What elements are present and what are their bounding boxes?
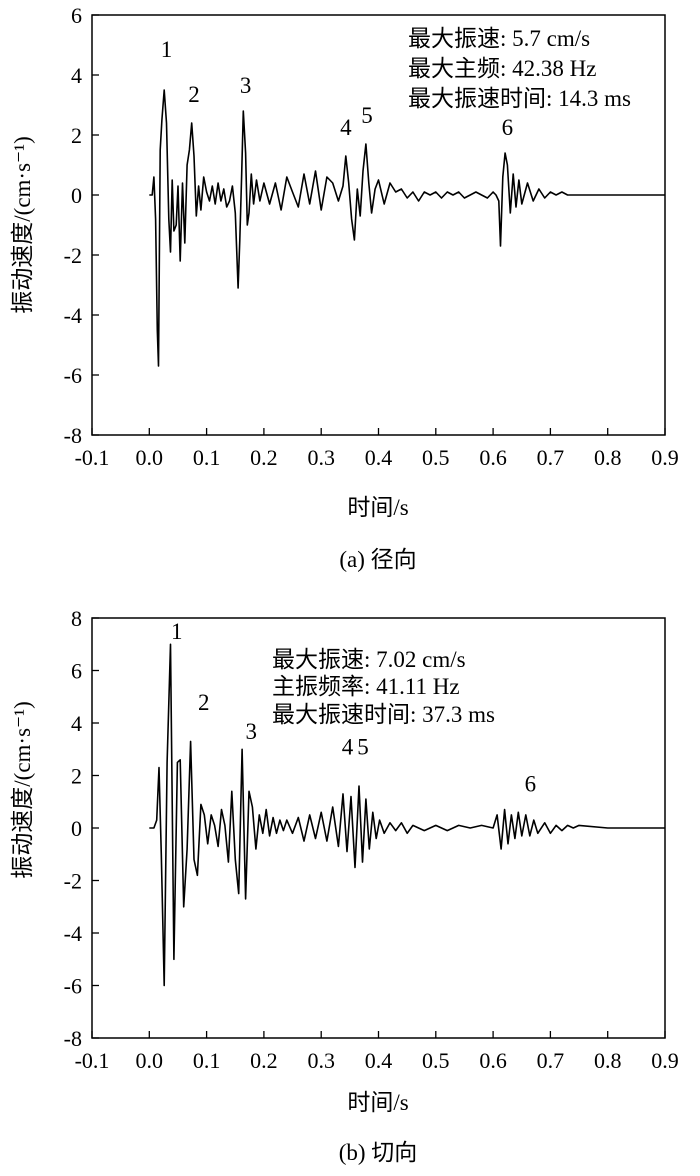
caption-a: (a) 径向	[339, 547, 416, 572]
x-tick-label: 0.3	[307, 1048, 335, 1073]
velocity-series-radial	[149, 89, 665, 367]
peak-labels-a: 12 3 4 5 6	[161, 37, 513, 140]
annotation-max-velocity-time-b: 最大振速时间: 37.3 ms	[272, 702, 495, 727]
y-tick-label: 8	[71, 606, 82, 631]
y-tick-label: 2	[71, 123, 82, 148]
y-tick-label: 0	[71, 816, 82, 841]
peak-label: 4	[342, 735, 354, 760]
peak-label: 1	[161, 37, 173, 62]
x-tick-label: 0.7	[537, 445, 565, 470]
peak-labels-b: 1 2 3 4 5 6	[171, 619, 536, 796]
annotation-main-frequency-a: 最大主频: 42.38 Hz	[408, 56, 596, 81]
x-axis-label-a: 时间/s	[347, 495, 408, 520]
x-tick-label: 0.0	[136, 1048, 164, 1073]
peak-label: 6	[502, 115, 514, 140]
y-tick-label: -4	[64, 303, 82, 328]
peak-label: 5	[357, 735, 369, 760]
x-tick-label: 0.0	[136, 445, 164, 470]
peak-label: 2	[198, 690, 210, 715]
y-axis-label-a: 振动速度/(cm·s⁻¹)	[10, 136, 35, 313]
x-ticks-a: -0.1 0.0 0.1 0.2 0.3 0.4 0.5 0.6 0.7 0.8 0.9	[75, 428, 679, 470]
x-tick-label: 0.4	[365, 445, 393, 470]
peak-label: 3	[240, 73, 252, 98]
y-tick-label: 0	[71, 183, 82, 208]
x-tick-label: 0.5	[422, 445, 450, 470]
y-tick-label: -6	[64, 974, 82, 999]
y-tick-label: 4	[71, 711, 82, 736]
x-ticks-b: -0.1 0.0 0.1 0.2 0.3 0.4 0.5 0.6 0.7 0.8 0.9	[75, 1031, 679, 1073]
peak-label: 2	[188, 82, 200, 107]
x-tick-label: -0.1	[75, 445, 110, 470]
x-tick-label: 0.8	[594, 1048, 622, 1073]
chart-panel-radial: -0.1 0.0 0.1 0.2 0.3 0.4 0.5 0.6 0.7 0.8 0.9 6 4 2 0 -…	[10, 3, 679, 572]
x-axis-label-b: 时间/s	[347, 1090, 408, 1115]
annotation-max-velocity-time-a: 最大振速时间: 14.3 ms	[408, 86, 631, 111]
y-tick-label: -4	[64, 921, 82, 946]
y-tick-label: 2	[71, 764, 82, 789]
x-tick-label: 0.2	[250, 1048, 278, 1073]
x-tick-label: 0.1	[193, 1048, 221, 1073]
annotation-max-velocity-a: 最大振速: 5.7 cm/s	[408, 26, 590, 51]
x-tick-label: 0.9	[651, 1048, 679, 1073]
x-tick-label: 0.6	[479, 445, 507, 470]
x-tick-label: 0.4	[365, 1048, 393, 1073]
peak-label: 5	[361, 103, 373, 128]
y-tick-label: -2	[64, 869, 82, 894]
annotation-main-frequency-b: 主振频率: 41.11 Hz	[272, 674, 460, 699]
caption-b: (b) 切向	[339, 1140, 418, 1165]
y-tick-label: 4	[71, 63, 82, 88]
y-ticks-a: 6 4 2 0 -2 -4 -6 -8	[64, 3, 99, 448]
peak-label: 3	[246, 719, 258, 744]
annotation-max-velocity-b: 最大振速: 7.02 cm/s	[272, 647, 466, 672]
chart-panel-tangential: -0.1 0.0 0.1 0.2 0.3 0.4 0.5 0.6 0.7 0.8 0.9 8 6 4 2 0…	[10, 606, 679, 1165]
x-tick-label: 0.3	[307, 445, 335, 470]
x-tick-label: 0.9	[651, 445, 679, 470]
x-tick-label: 0.2	[250, 445, 278, 470]
y-axis-label-b: 振动速度/(cm·s⁻¹)	[10, 701, 35, 878]
y-tick-label: 6	[71, 659, 82, 684]
x-tick-label: 0.1	[193, 445, 221, 470]
y-tick-label: -6	[64, 363, 82, 388]
x-tick-label: 0.5	[422, 1048, 450, 1073]
peak-label: 4	[340, 115, 352, 140]
x-tick-label: 0.8	[594, 445, 622, 470]
y-tick-label: 6	[71, 3, 82, 28]
y-tick-label: -8	[64, 423, 82, 448]
velocity-series-tangential	[149, 643, 665, 987]
peak-label: 6	[525, 771, 537, 796]
y-tick-label: -8	[64, 1026, 82, 1051]
peak-label: 1	[171, 619, 183, 644]
x-tick-label: 0.7	[537, 1048, 565, 1073]
y-tick-label: -2	[64, 243, 82, 268]
y-ticks-b: 8 6 4 2 0 -2 -4 -6 -8	[64, 606, 99, 1051]
x-tick-label: 0.6	[479, 1048, 507, 1073]
x-tick-label: -0.1	[75, 1048, 110, 1073]
